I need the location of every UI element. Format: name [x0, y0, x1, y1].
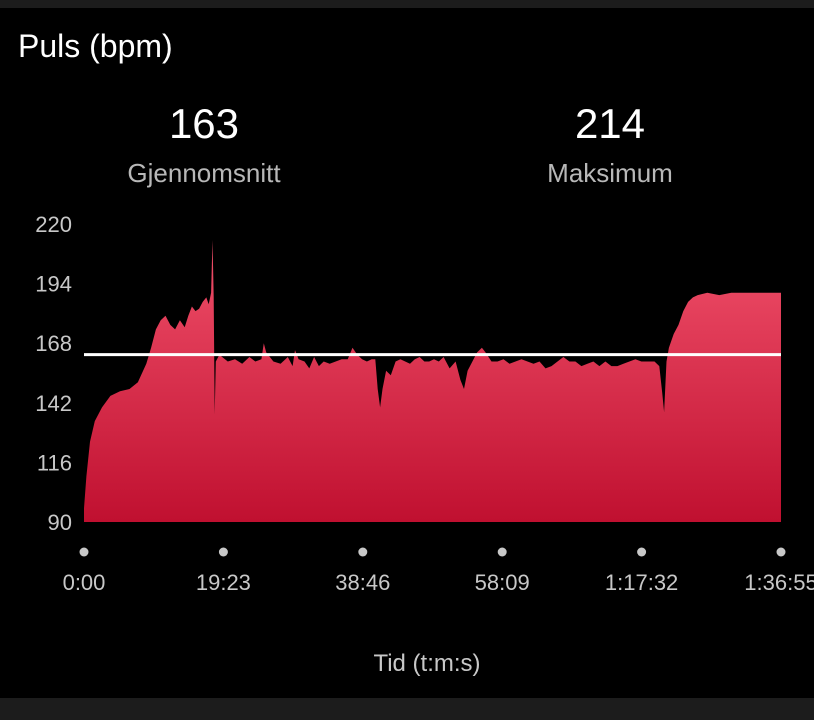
x-tick-dot [358, 547, 368, 557]
average-value: 163 [168, 100, 240, 147]
y-tick-label: 220 [35, 212, 72, 237]
x-tick-label: 38:46 [335, 570, 390, 595]
maximum-value: 214 [574, 100, 646, 147]
average-label: Gjennomsnitt [127, 158, 281, 188]
y-tick-label: 116 [37, 450, 72, 475]
y-tick-label: 194 [35, 272, 72, 297]
y-tick-label: 168 [35, 331, 72, 356]
bottom-strip [0, 698, 814, 720]
x-tick-dot [497, 547, 507, 557]
x-tick-dot [79, 547, 89, 557]
x-tick-label: 1:36:55 [744, 570, 814, 595]
top-strip [0, 0, 814, 8]
y-tick-label: 90 [48, 510, 72, 535]
x-tick-dot [637, 547, 647, 557]
x-tick-label: 0:00 [63, 570, 106, 595]
x-tick-label: 19:23 [196, 570, 251, 595]
maximum-label: Maksimum [547, 158, 673, 188]
x-axis-title: Tid (t:m:s) [373, 650, 481, 677]
x-tick-label: 58:09 [475, 570, 530, 595]
heart-rate-area [84, 240, 781, 522]
x-tick-dot [218, 547, 228, 557]
x-tick-label: 1:17:32 [605, 570, 678, 595]
x-tick-dot [776, 547, 786, 557]
card-title: Puls (bpm) [18, 28, 173, 64]
y-tick-label: 142 [35, 391, 72, 416]
